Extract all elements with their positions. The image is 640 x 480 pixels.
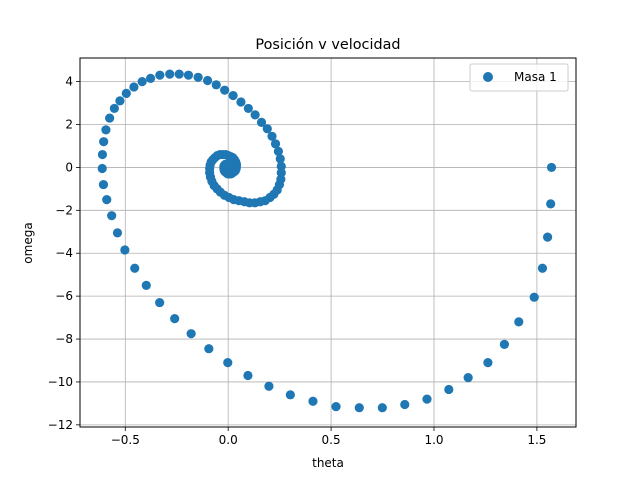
y-tick-label: 4 bbox=[65, 75, 73, 89]
data-point bbox=[276, 161, 286, 171]
data-point bbox=[145, 73, 156, 83]
y-tick-label: −6 bbox=[55, 289, 73, 303]
data-point bbox=[275, 154, 285, 164]
data-point bbox=[222, 162, 232, 173]
data-point bbox=[102, 194, 112, 205]
data-point bbox=[141, 280, 151, 291]
data-point bbox=[529, 292, 539, 302]
x-tick-label: −0.5 bbox=[111, 433, 140, 447]
data-point bbox=[354, 403, 364, 413]
y-tick-label: −8 bbox=[55, 332, 73, 346]
y-tick-label: −2 bbox=[55, 203, 73, 217]
data-point bbox=[499, 339, 509, 350]
data-point bbox=[243, 370, 253, 381]
data-point bbox=[155, 297, 165, 308]
data-point bbox=[183, 70, 194, 80]
data-point bbox=[546, 199, 556, 209]
chart-title: Posición v velocidad bbox=[255, 37, 400, 53]
data-point bbox=[109, 103, 119, 114]
data-points bbox=[97, 69, 557, 413]
legend-box bbox=[469, 63, 569, 92]
legend: Masa 1 bbox=[469, 63, 569, 92]
data-point bbox=[228, 90, 238, 101]
data-point bbox=[115, 96, 125, 106]
data-point bbox=[101, 125, 111, 135]
data-point bbox=[422, 394, 432, 404]
data-point bbox=[193, 72, 203, 82]
data-point bbox=[256, 117, 267, 127]
data-point bbox=[483, 358, 493, 368]
data-point bbox=[97, 163, 107, 174]
data-point bbox=[165, 69, 175, 79]
data-point bbox=[98, 179, 109, 190]
data-point bbox=[243, 103, 253, 114]
legend-marker bbox=[483, 72, 493, 82]
data-point bbox=[377, 403, 387, 413]
data-point bbox=[537, 263, 548, 273]
y-tick-label: −12 bbox=[48, 418, 73, 432]
y-tick-label: −10 bbox=[48, 375, 73, 389]
data-point bbox=[264, 381, 274, 391]
legend-label: Masa 1 bbox=[514, 70, 557, 84]
x-axis-label: theta bbox=[312, 456, 344, 470]
data-point bbox=[112, 228, 123, 238]
grid bbox=[80, 58, 576, 427]
data-point bbox=[463, 373, 473, 383]
data-point bbox=[130, 263, 140, 273]
data-point bbox=[285, 390, 295, 400]
data-point bbox=[174, 69, 184, 79]
data-point bbox=[220, 85, 230, 95]
data-point bbox=[170, 314, 180, 324]
x-tick-label: 1.5 bbox=[527, 433, 546, 447]
data-point bbox=[186, 329, 196, 339]
data-point bbox=[236, 97, 246, 107]
data-point bbox=[250, 110, 260, 120]
data-point bbox=[155, 70, 165, 80]
data-point bbox=[444, 384, 454, 395]
y-axis-ticks: −12 −10 −8 −6 −4 −2 0 2 4 bbox=[48, 75, 80, 432]
data-point bbox=[121, 88, 131, 98]
y-axis-label: omega bbox=[21, 222, 35, 263]
data-point bbox=[211, 80, 221, 90]
data-point bbox=[105, 113, 115, 123]
data-point bbox=[400, 399, 410, 410]
data-point bbox=[542, 232, 553, 242]
x-tick-label: 0.5 bbox=[322, 433, 341, 447]
data-point bbox=[203, 75, 213, 86]
plot-frame bbox=[79, 57, 577, 428]
y-tick-label: 2 bbox=[65, 118, 73, 132]
x-tick-label: 0.0 bbox=[219, 433, 238, 447]
x-tick-label: 1.0 bbox=[424, 433, 443, 447]
data-point bbox=[273, 146, 283, 156]
data-point bbox=[331, 402, 341, 412]
data-point bbox=[308, 396, 318, 406]
data-point bbox=[262, 124, 272, 134]
data-point bbox=[514, 317, 524, 327]
data-point bbox=[223, 358, 233, 368]
x-axis-ticks: −0.5 0.0 0.5 1.0 1.5 bbox=[111, 427, 546, 447]
data-point bbox=[270, 139, 281, 149]
data-point bbox=[99, 137, 109, 147]
data-point bbox=[120, 245, 130, 255]
y-tick-label: 0 bbox=[65, 160, 73, 174]
data-point bbox=[204, 344, 214, 354]
data-point bbox=[137, 76, 147, 87]
data-point bbox=[546, 162, 557, 173]
data-point bbox=[129, 82, 139, 92]
data-point bbox=[267, 131, 277, 141]
y-tick-label: −4 bbox=[55, 246, 73, 260]
data-point bbox=[107, 211, 117, 221]
data-point bbox=[97, 149, 108, 160]
